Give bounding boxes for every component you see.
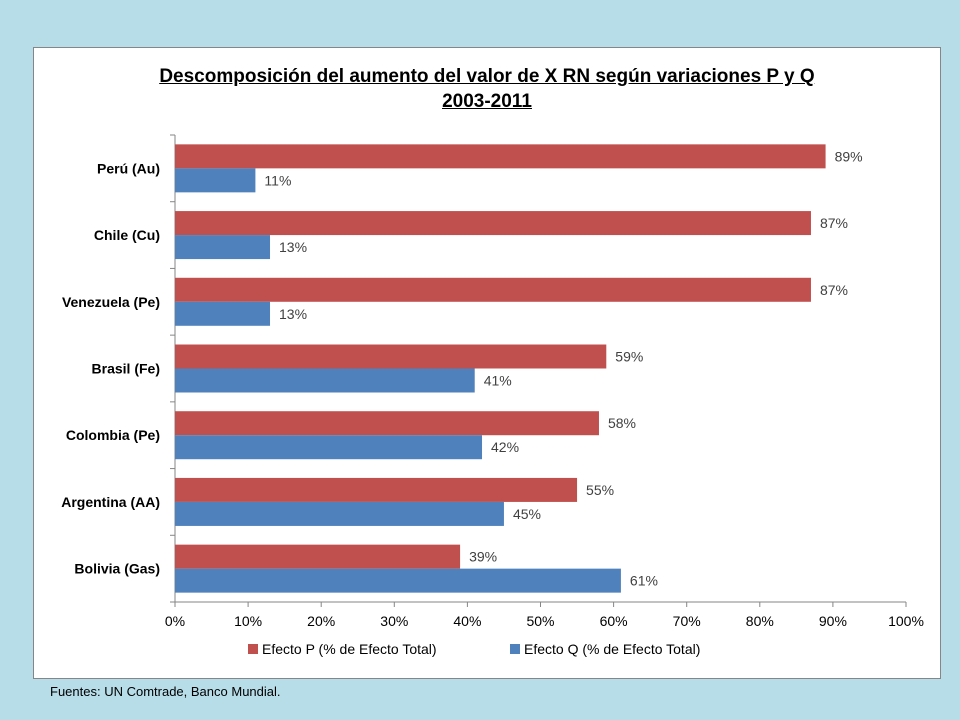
bar-efecto-p xyxy=(175,477,578,502)
data-label: 13% xyxy=(279,306,307,322)
data-label: 45% xyxy=(513,506,541,522)
category-label: Venezuela (Pe) xyxy=(62,294,160,310)
data-label: 59% xyxy=(615,349,643,365)
bar-efecto-p xyxy=(175,144,826,169)
x-tick-label: 30% xyxy=(380,613,408,629)
x-tick-label: 10% xyxy=(234,613,262,629)
x-tick-label: 80% xyxy=(746,613,774,629)
category-label: Colombia (Pe) xyxy=(66,427,160,443)
x-tick-label: 0% xyxy=(165,613,185,629)
x-tick-label: 50% xyxy=(526,613,554,629)
bar-efecto-q xyxy=(175,435,483,460)
bar-efecto-q xyxy=(175,168,256,193)
x-tick-label: 90% xyxy=(819,613,847,629)
bar-efecto-q xyxy=(175,568,621,593)
data-label: 58% xyxy=(608,415,636,431)
data-label: 11% xyxy=(264,172,291,188)
source-note: Fuentes: UN Comtrade, Banco Mundial. xyxy=(50,684,281,699)
bar-efecto-q xyxy=(175,368,475,393)
data-label: 87% xyxy=(820,282,848,298)
chart-subtitle: 2003-2011 xyxy=(442,91,532,112)
category-label: Bolivia (Gas) xyxy=(74,561,160,577)
legend-swatch-p xyxy=(248,644,258,654)
data-label: 55% xyxy=(586,482,614,498)
bar-efecto-q xyxy=(175,235,271,260)
data-label: 42% xyxy=(491,439,519,455)
data-label: 39% xyxy=(469,549,497,565)
bar-chart: 0% 10% 20% 30% 40% 50% 60% 70% 80% 90% 100% Perú (A… xyxy=(61,134,924,657)
data-label: 41% xyxy=(484,373,512,389)
legend-swatch-q xyxy=(510,644,520,654)
bar-efecto-p xyxy=(175,277,811,302)
bar-efecto-p xyxy=(175,411,599,436)
data-label: 61% xyxy=(630,573,658,589)
chart-title: Descomposición del aumento del valor de … xyxy=(159,66,815,87)
category-label: Argentina (AA) xyxy=(61,494,160,510)
category-label: Brasil (Fe) xyxy=(92,361,160,377)
bar-efecto-q xyxy=(175,301,271,326)
x-tick-label: 40% xyxy=(453,613,481,629)
bar-efecto-p xyxy=(175,211,811,236)
data-label: 13% xyxy=(279,239,307,255)
bar-efecto-p xyxy=(175,344,607,369)
chart-title-block: Descomposición del aumento del valor de … xyxy=(34,64,940,114)
data-label: 87% xyxy=(820,215,848,231)
x-tick-label: 60% xyxy=(600,613,628,629)
legend-label: Efecto P (% de Efecto Total) xyxy=(262,641,437,657)
bar-efecto-p xyxy=(175,544,461,569)
category-label: Perú (Au) xyxy=(97,160,160,176)
x-tick-label: 20% xyxy=(307,613,335,629)
category-label: Chile (Cu) xyxy=(94,227,160,243)
x-tick-label: 70% xyxy=(673,613,701,629)
bar-efecto-q xyxy=(175,501,504,526)
x-tick-label: 100% xyxy=(888,613,924,629)
chart-frame: Descomposición del aumento del valor de … xyxy=(33,47,941,679)
data-label: 89% xyxy=(835,148,863,164)
legend-label: Efecto Q (% de Efecto Total) xyxy=(524,641,700,657)
